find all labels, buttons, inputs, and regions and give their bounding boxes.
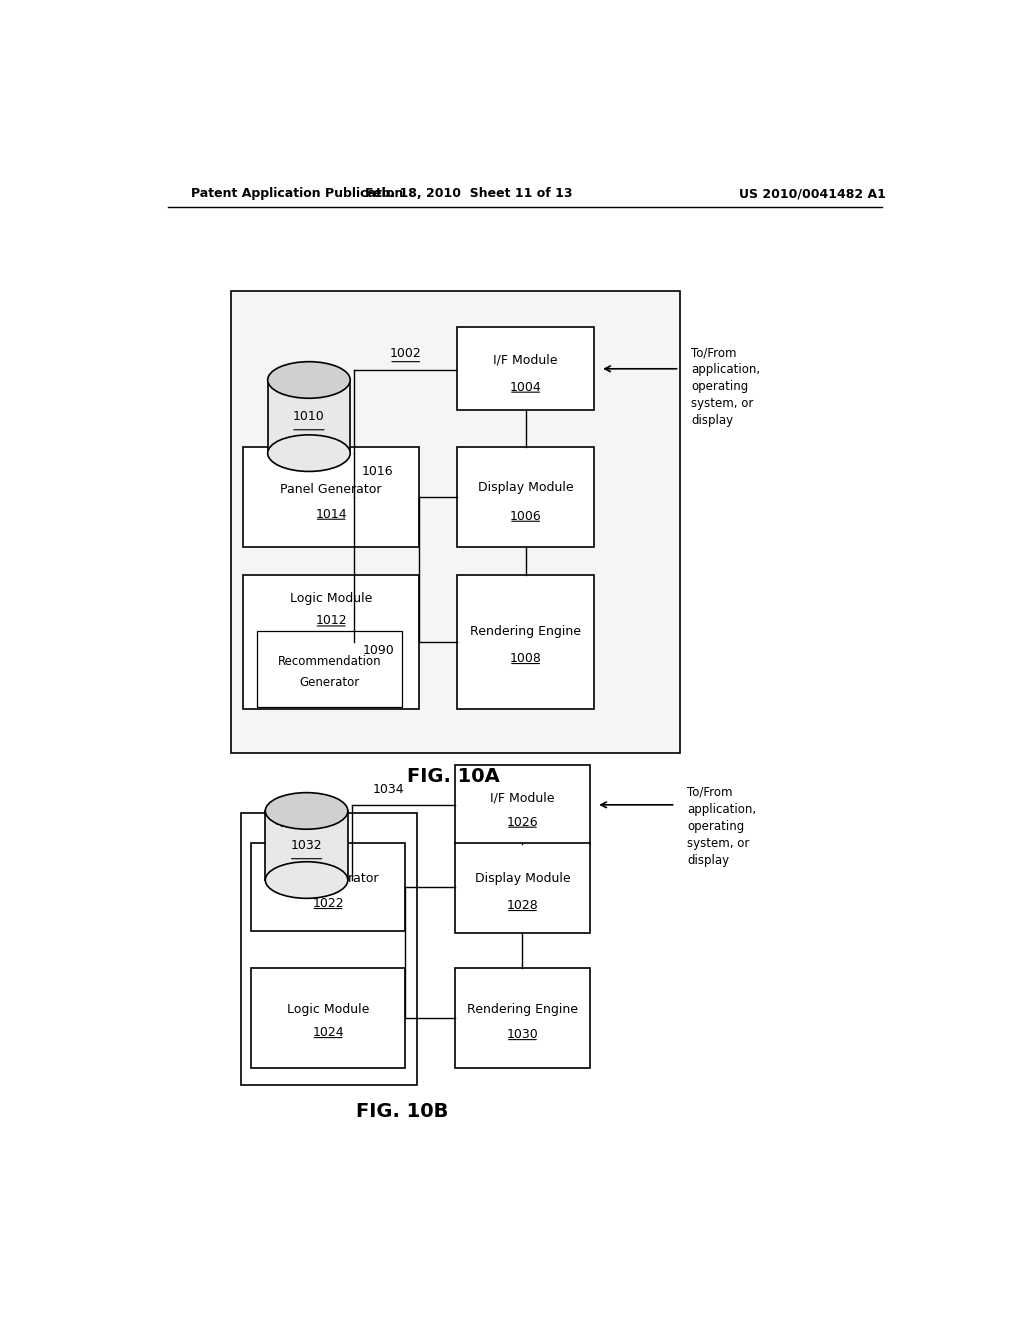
Text: 1028: 1028 [507,899,539,912]
Text: 1002: 1002 [390,347,422,359]
Text: 1014: 1014 [315,508,347,520]
Text: 1030: 1030 [507,1028,539,1041]
FancyBboxPatch shape [455,843,590,933]
FancyBboxPatch shape [241,813,417,1085]
FancyBboxPatch shape [458,576,594,709]
Text: I/F Module: I/F Module [490,791,555,804]
Text: Generator: Generator [299,676,359,689]
Text: 1020: 1020 [274,814,306,828]
Text: Feb. 18, 2010  Sheet 11 of 13: Feb. 18, 2010 Sheet 11 of 13 [366,187,573,201]
FancyBboxPatch shape [458,327,594,411]
Text: FIG. 10A: FIG. 10A [407,767,500,785]
Text: 1008: 1008 [510,652,542,665]
Text: Patent Application Publication: Patent Application Publication [191,187,403,201]
Text: 1004: 1004 [510,380,542,393]
Text: 1034: 1034 [373,783,404,796]
FancyBboxPatch shape [455,969,590,1068]
Text: Panel Generator: Panel Generator [278,871,379,884]
Text: US 2010/0041482 A1: US 2010/0041482 A1 [739,187,886,201]
Text: 1022: 1022 [312,896,344,909]
FancyBboxPatch shape [251,969,404,1068]
Text: To/From
application,
operating
system, or
display: To/From application, operating system, o… [687,785,757,866]
Text: 1006: 1006 [510,510,542,523]
Text: Display Module: Display Module [474,871,570,884]
Polygon shape [267,380,350,453]
FancyBboxPatch shape [458,447,594,546]
Ellipse shape [267,362,350,399]
Text: 1010: 1010 [293,411,325,424]
Text: I/F Module: I/F Module [494,354,558,366]
Text: Logic Module: Logic Module [290,591,373,605]
Ellipse shape [267,434,350,471]
Polygon shape [265,810,348,880]
Text: To/From
application,
operating
system, or
display: To/From application, operating system, o… [691,346,761,428]
Text: FIG. 10B: FIG. 10B [355,1102,447,1121]
FancyBboxPatch shape [231,290,680,752]
Text: Display Module: Display Module [478,482,573,494]
Text: 1090: 1090 [362,644,394,657]
Text: Rendering Engine: Rendering Engine [467,1003,578,1015]
Text: Rendering Engine: Rendering Engine [470,624,581,638]
Text: 1012: 1012 [315,614,347,627]
FancyBboxPatch shape [243,447,419,546]
Text: Panel Generator: Panel Generator [281,483,382,496]
Ellipse shape [265,862,348,899]
FancyBboxPatch shape [243,576,419,709]
Text: Logic Module: Logic Module [287,1003,370,1015]
FancyBboxPatch shape [257,631,401,708]
Ellipse shape [265,792,348,829]
Text: 1024: 1024 [312,1026,344,1039]
Text: 1026: 1026 [507,816,539,829]
Text: Recommendation: Recommendation [278,655,381,668]
FancyBboxPatch shape [251,843,404,931]
Text: 1032: 1032 [291,840,323,851]
Text: 1016: 1016 [362,465,394,478]
FancyBboxPatch shape [455,766,590,845]
